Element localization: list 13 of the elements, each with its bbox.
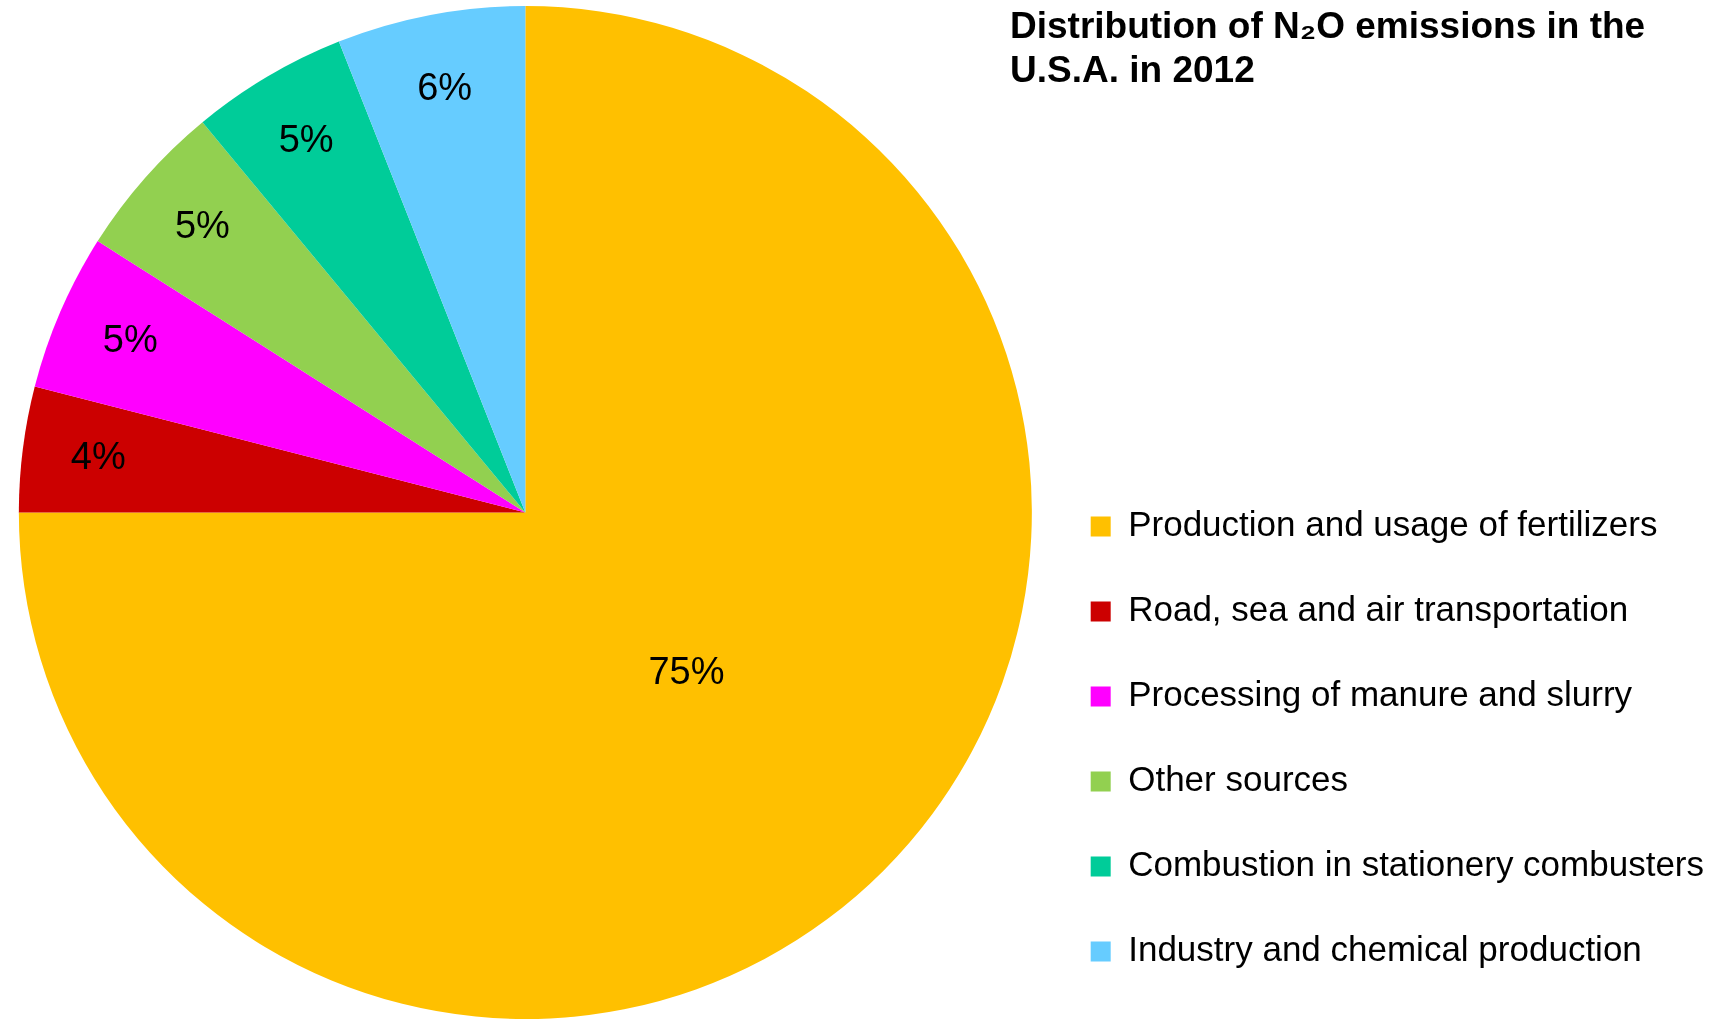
data-label: 5% <box>174 204 230 247</box>
legend-label: Road, sea and air transportation <box>1128 589 1629 629</box>
legend-label: Combustion in stationery combusters <box>1128 844 1704 884</box>
legend-label: Processing of manure and slurry <box>1128 674 1633 714</box>
data-label: 6% <box>417 66 473 109</box>
data-label: 5% <box>278 118 334 161</box>
text: Distribution of N₂O emissions in the U.S.A. in 2012 <box>1010 4 1647 92</box>
data-label: 5% <box>102 318 158 360</box>
data-label: 4% <box>70 435 126 478</box>
legend-label: Other sources <box>1128 759 1348 799</box>
data-label: 75% <box>648 650 725 693</box>
legend-label: Industry and chemical production <box>1128 929 1642 969</box>
legend-label: Production and usage of fertilizers <box>1128 504 1658 544</box>
